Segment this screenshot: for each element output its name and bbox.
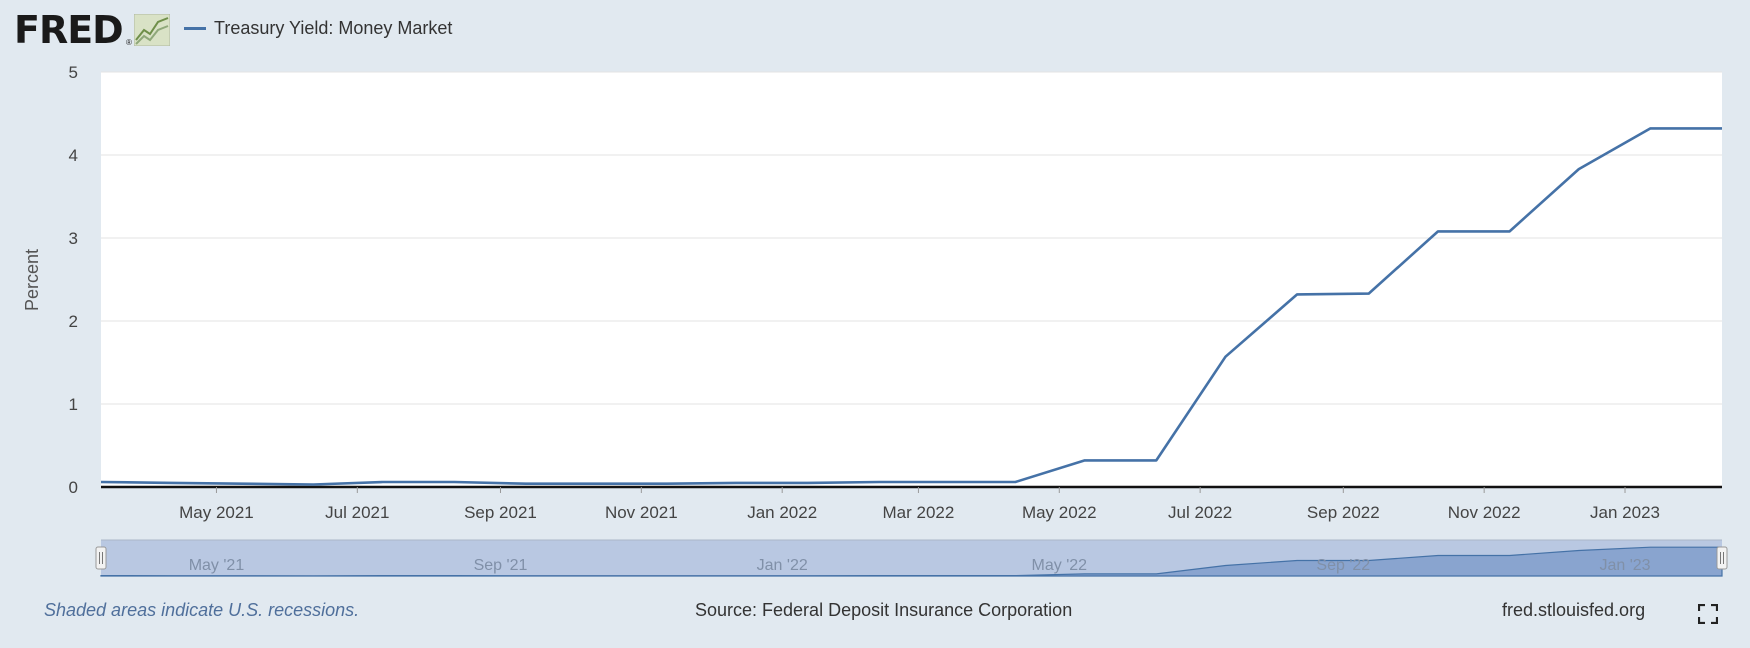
x-tick-label: May 2021	[179, 503, 254, 522]
y-tick-label: 0	[69, 478, 78, 497]
x-tick-label: Jul 2022	[1168, 503, 1232, 522]
fullscreen-icon[interactable]	[1698, 604, 1718, 624]
line-chart[interactable]: 0 1 2 3 4 5 May 2021 Jul 2021 Sep 2021 Nov 2021 J…	[0, 0, 1750, 590]
y-tick-label: 4	[69, 146, 78, 165]
x-tick-label: Sep 2021	[464, 503, 537, 522]
y-tick-label: 1	[69, 395, 78, 414]
legend-label: Treasury Yield: Money Market	[214, 18, 453, 38]
x-tick-label: Jul 2021	[325, 503, 389, 522]
y-tick-label: 3	[69, 229, 78, 248]
navigator-label: Jan '22	[757, 557, 808, 574]
fred-logo[interactable]: FRED ®	[14, 8, 174, 52]
fred-graph-icon	[134, 14, 170, 46]
series-line	[100, 127, 1722, 486]
x-tick-label: Jan 2022	[747, 503, 817, 522]
y-tick-label: 5	[69, 63, 78, 82]
navigator-label: May '21	[189, 557, 245, 574]
x-tick-label: Jan 2023	[1590, 503, 1660, 522]
recession-note: Shaded areas indicate U.S. recessions.	[44, 600, 360, 620]
plot-area	[101, 72, 1722, 487]
navigator-label: May '22	[1032, 557, 1088, 574]
x-tick-label: Nov 2022	[1448, 503, 1521, 522]
y-tick-label: 2	[69, 312, 78, 331]
x-tick-label: May 2022	[1022, 503, 1097, 522]
source-note: Source: Federal Deposit Insurance Corpor…	[695, 600, 1073, 620]
registered-mark: ®	[126, 38, 132, 47]
fred-logo-text: FRED	[14, 8, 124, 52]
navigator-label: Sep '21	[474, 557, 528, 574]
navigator-handle-right[interactable]	[1716, 546, 1728, 570]
navigator-label: Sep '22	[1316, 557, 1370, 574]
x-tick-label: Nov 2021	[605, 503, 678, 522]
y-axis-label: Percent	[22, 249, 42, 311]
navigator-handle-left[interactable]	[95, 546, 107, 570]
chart-header: FRED ® Treasury Yield: Money Market	[0, 0, 1750, 60]
legend-swatch	[184, 27, 206, 30]
x-tick-label: Sep 2022	[1307, 503, 1380, 522]
navigator-label: Jan '23	[1599, 557, 1650, 574]
site-link[interactable]: fred.stlouisfed.org	[1502, 600, 1646, 620]
x-tick-label: Mar 2022	[883, 503, 955, 522]
navigator-series	[100, 546, 1723, 577]
